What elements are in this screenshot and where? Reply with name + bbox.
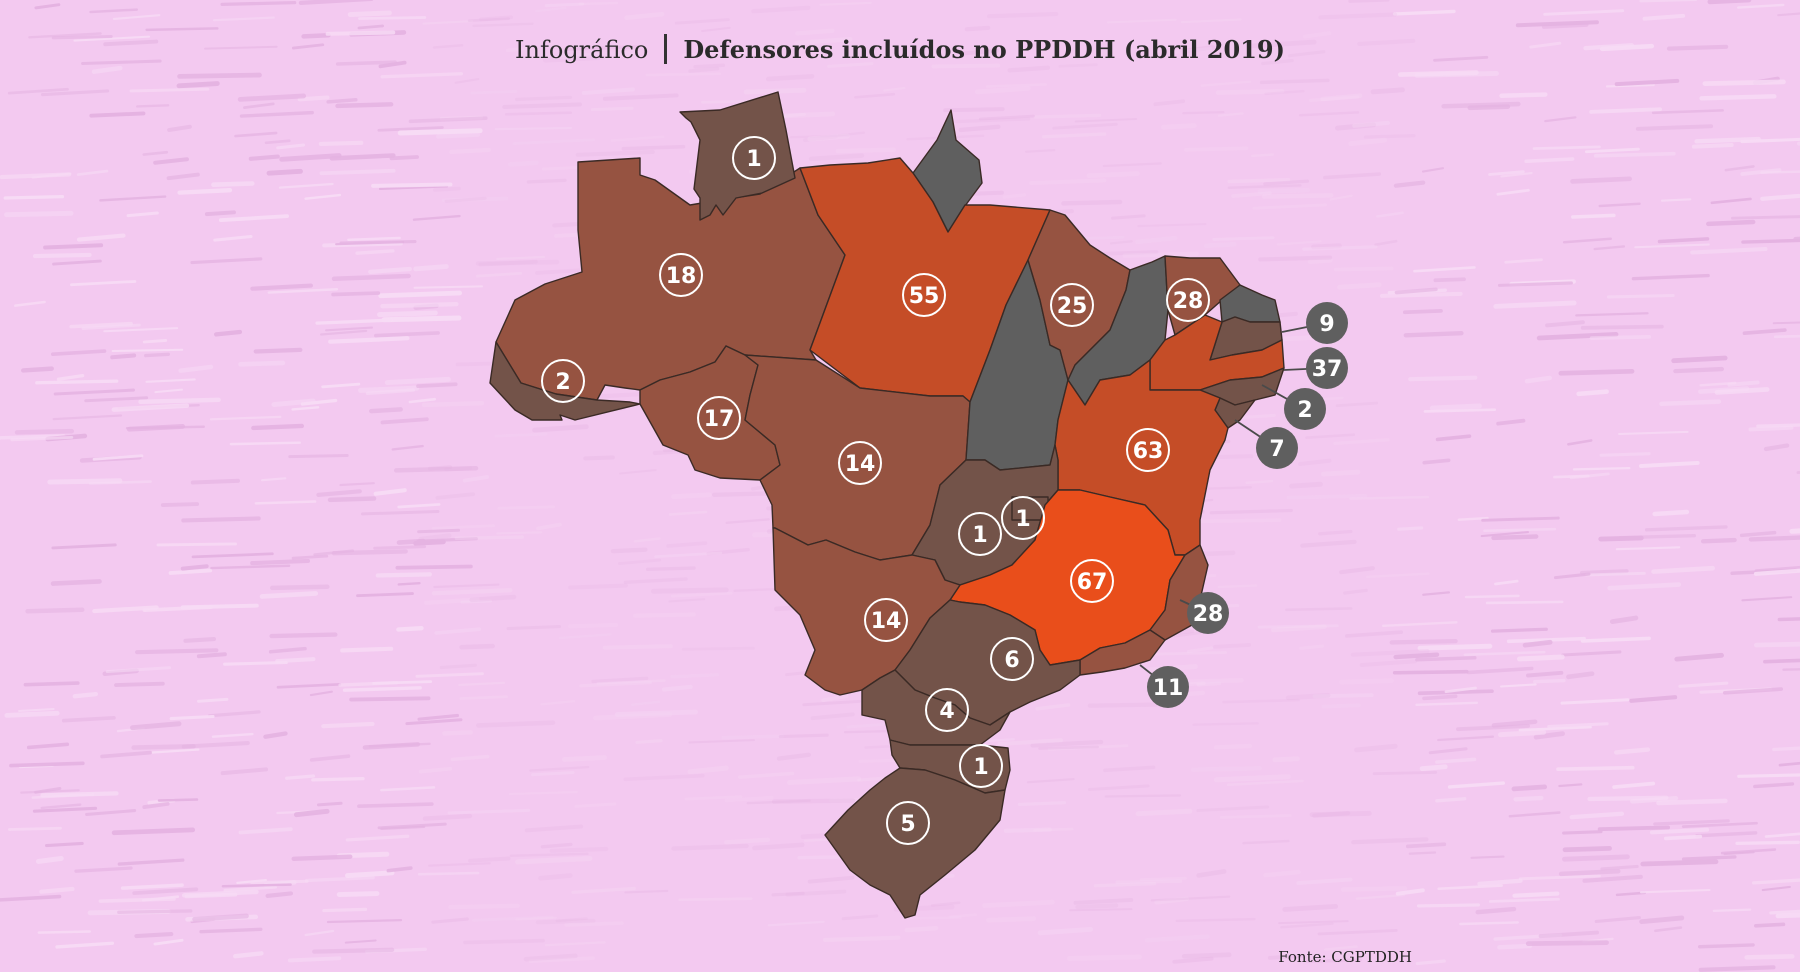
value-bubble-PA: 55 [902, 273, 946, 317]
value-bubble-RO: 17 [697, 396, 741, 440]
bubble-circle-PA [902, 273, 946, 317]
bubble-value-MG: 67 [1077, 570, 1108, 595]
value-bubble-SP: 6 [990, 637, 1034, 681]
value-bubble-BA: 63 [1126, 428, 1170, 472]
value-bubble-MT: 14 [838, 441, 882, 485]
value-bubble-ES: 28 [1187, 592, 1229, 634]
bubble-circle-MA [1050, 283, 1094, 327]
state-RJ [1079, 629, 1166, 676]
value-bubble-MA: 25 [1050, 283, 1094, 327]
bubble-value-AM: 18 [666, 264, 697, 289]
value-bubble-SC: 1 [959, 744, 1003, 788]
value-bubble-MG: 67 [1070, 559, 1114, 603]
bubble-value-MA: 25 [1057, 294, 1088, 319]
bubble-circle-MS [864, 598, 908, 642]
value-bubble-CE: 28 [1166, 278, 1210, 322]
value-bubble-DF: 1 [1001, 496, 1045, 540]
bubble-value-RJ: 11 [1153, 676, 1184, 701]
bubble-value-RO: 17 [704, 407, 735, 432]
value-bubble-MS: 14 [864, 598, 908, 642]
state-PR [861, 669, 1011, 746]
bubble-value-SC: 1 [973, 755, 988, 780]
bubble-value-ES: 28 [1193, 602, 1224, 627]
bubble-circle-RO [697, 396, 741, 440]
value-bubble-PR: 4 [925, 688, 969, 732]
state-RR [679, 91, 796, 221]
header-separator [664, 34, 668, 64]
bubble-circle-MT [838, 441, 882, 485]
bubble-value-BA: 63 [1133, 439, 1164, 464]
value-bubble-GO: 1 [958, 512, 1002, 556]
bubble-value-MS: 14 [871, 609, 902, 634]
value-bubble-PE: 37 [1306, 347, 1348, 389]
bubble-value-RR: 1 [746, 147, 761, 172]
bubble-circle-AL [1284, 388, 1326, 430]
header: Infográfico Defensores incluídos no PPDDH… [0, 34, 1800, 64]
bubble-circle-SP [990, 637, 1034, 681]
bubble-value-PA: 55 [909, 284, 940, 309]
bubble-value-MT: 14 [845, 452, 876, 477]
bubble-value-AC: 2 [555, 370, 570, 395]
value-bubble-RS: 5 [886, 801, 930, 845]
bubble-value-CE: 28 [1173, 289, 1204, 314]
bubble-circle-CE [1166, 278, 1210, 322]
source-note: Fonte: CGPTDDH [1278, 948, 1412, 966]
bubble-circle-SC [959, 744, 1003, 788]
value-bubble-SE: 7 [1256, 427, 1298, 469]
bubble-circle-GO [958, 512, 1002, 556]
bubble-circle-BA [1126, 428, 1170, 472]
bubble-value-PR: 4 [939, 699, 954, 724]
state-AC [489, 341, 641, 421]
value-bubble-RR: 1 [732, 136, 776, 180]
bubble-circle-MG [1070, 559, 1114, 603]
bubble-value-AL: 2 [1297, 398, 1312, 423]
bubble-circle-RR [732, 136, 776, 180]
bubble-value-GO: 1 [972, 523, 987, 548]
bubble-value-PE: 37 [1312, 357, 1343, 382]
bubble-circle-PR [925, 688, 969, 732]
bubble-circle-RJ [1147, 666, 1189, 708]
value-bubble-RJ: 11 [1147, 666, 1189, 708]
bubble-value-DF: 1 [1015, 507, 1030, 532]
bubble-circle-AM [659, 253, 703, 297]
bubble-circle-AC [541, 359, 585, 403]
bubble-value-RS: 5 [900, 812, 915, 837]
bubble-value-PB: 9 [1319, 312, 1334, 337]
bubble-circle-PB [1306, 302, 1348, 344]
bubble-circle-ES [1187, 592, 1229, 634]
value-bubble-AL: 2 [1284, 388, 1326, 430]
bubble-circle-SE [1256, 427, 1298, 469]
bubble-circle-PE [1306, 347, 1348, 389]
value-bubble-PB: 9 [1306, 302, 1348, 344]
header-kicker: Infográfico [515, 36, 649, 64]
header-title: Defensores incluídos no PPDDH (abril 201… [683, 35, 1285, 64]
bubble-value-SE: 7 [1269, 437, 1284, 462]
value-bubble-AC: 2 [541, 359, 585, 403]
bubble-circle-RS [886, 801, 930, 845]
bubble-value-SP: 6 [1004, 648, 1019, 673]
bubble-circle-DF [1001, 496, 1045, 540]
value-bubble-AM: 18 [659, 253, 703, 297]
